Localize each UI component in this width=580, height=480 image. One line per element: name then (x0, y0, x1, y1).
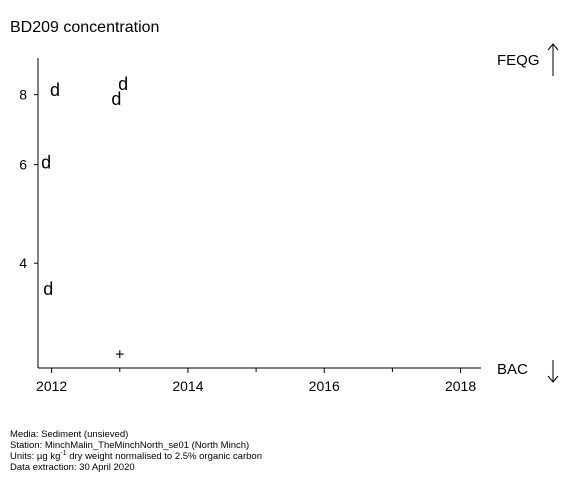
data-point-d: d (41, 153, 51, 173)
footer-notes: Media: Sediment (unsieved) Station: Minc… (10, 429, 262, 473)
data-point-d: d (118, 74, 128, 94)
axes (37, 58, 481, 369)
footer-units: Units: µg kg-1 dry weight normalised to … (10, 449, 262, 462)
x-tick-label: 2016 (309, 378, 340, 394)
units-superscript: -1 (60, 449, 67, 457)
data-point-d: d (43, 279, 53, 299)
y-tick-label: 8 (19, 87, 27, 103)
x-ticks: 2012 2014 2016 2018 (36, 368, 476, 394)
y-tick-label: 4 (19, 255, 27, 271)
footer-station: Station: MinchMalin_TheMinchNorth_se01 (… (10, 440, 250, 451)
arrow-up-head (547, 43, 559, 51)
ref-label-bac: BAC (497, 361, 528, 378)
data-point-d: d (111, 89, 121, 109)
chart-title: BD209 concentration (10, 19, 160, 36)
footer-media: Media: Sediment (unsieved) (10, 429, 129, 440)
x-tick-label: 2018 (445, 378, 476, 394)
ref-label-feqg: FEQG (497, 52, 540, 69)
y-tick-label: 6 (19, 157, 27, 173)
x-tick-label: 2012 (36, 378, 67, 394)
y-ticks: 4 6 8 (19, 87, 38, 271)
data-point-plus: + (115, 346, 124, 363)
units-suffix: dry weight normalised to 2.5% organic ca… (66, 451, 262, 462)
x-tick-label: 2014 (172, 378, 203, 394)
reference-annotations: FEQG BAC (497, 43, 559, 383)
data-point-d: d (50, 80, 60, 100)
arrow-down-head (547, 375, 559, 383)
units-prefix: Units: µg kg (10, 451, 61, 462)
footer-extraction: Data extraction: 30 April 2020 (10, 462, 135, 473)
